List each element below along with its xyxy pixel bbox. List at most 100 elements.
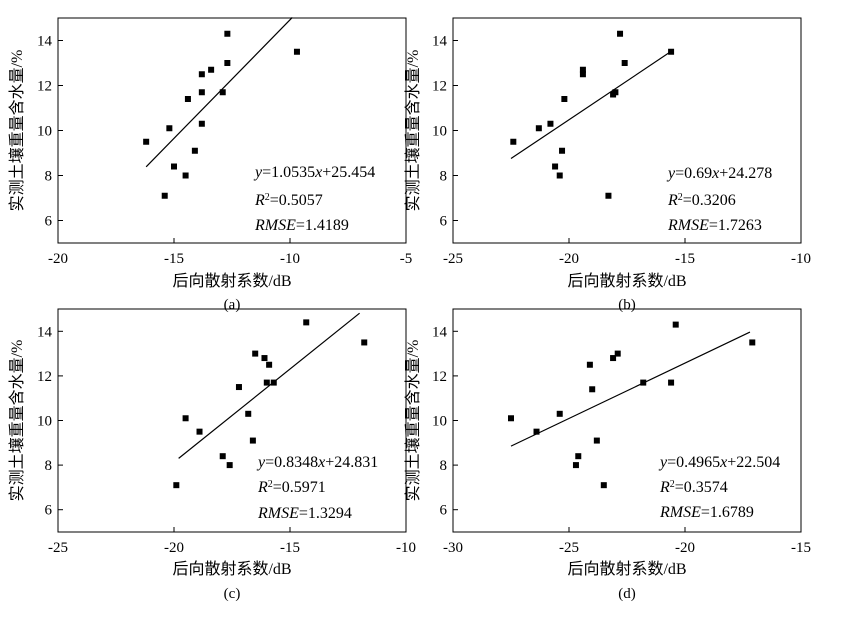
rmse-value: =1.6789	[701, 504, 754, 521]
data-point	[361, 339, 368, 346]
data-point	[535, 125, 542, 132]
data-point	[586, 361, 593, 368]
data-point	[508, 415, 514, 422]
data-point	[184, 96, 191, 102]
data-point	[261, 355, 268, 362]
y-tick-label: 12	[37, 369, 52, 385]
r-squared-symbol: R	[257, 479, 268, 496]
y-tick-label: 6	[440, 503, 448, 519]
x-tick-label: -15	[675, 251, 695, 267]
data-point	[198, 89, 205, 96]
data-point	[270, 379, 277, 386]
scatter-panel-b: -25 -20 -15 -10 6 8 10 12 14 后向散射系数/dB 实测土壤重量含水量/%…	[403, 17, 811, 313]
y-tick-label: 8	[45, 169, 53, 185]
equation-slope: =1.0535	[262, 164, 315, 181]
equation-intercept: +22.504	[727, 454, 780, 471]
data-point	[672, 321, 679, 328]
y-tick-label: 12	[432, 369, 447, 385]
y-tick-label: 10	[37, 124, 52, 140]
data-point	[166, 125, 173, 132]
rmse-symbol: RMSE	[659, 504, 701, 521]
x-tick-label: -15	[164, 251, 184, 267]
x-tick-label: -10	[396, 540, 416, 556]
regression-equation: y=1.0535x+25.454	[253, 164, 375, 181]
r-squared-value: =0.5057	[270, 192, 323, 209]
data-point	[575, 453, 582, 460]
regression-line	[510, 331, 751, 447]
equation-y-var: y	[256, 454, 266, 471]
regression-equation: y=0.69x+24.278	[666, 165, 772, 182]
plot-frame	[452, 17, 802, 244]
data-point	[556, 172, 563, 179]
data-point	[219, 453, 226, 460]
panel-label: (a)	[224, 297, 241, 313]
data-point	[589, 386, 596, 393]
scatter-panel-c: -25 -20 -15 -10 6 8 10 12 14 后向散射系数/dB 实测土壤重量含水量/%…	[7, 308, 416, 602]
data-point	[143, 138, 150, 145]
x-axis-title: 后向散射系数/dB	[567, 560, 686, 578]
data-point	[245, 410, 252, 417]
x-tick-label: -15	[280, 540, 300, 556]
plot-frame	[452, 308, 802, 533]
data-point	[621, 60, 628, 66]
r-squared-superscript: 2	[678, 192, 683, 203]
data-point	[198, 71, 205, 78]
data-point	[226, 462, 233, 469]
y-axis-title: 实测土壤重量含水量/%	[7, 50, 26, 212]
data-point	[559, 147, 566, 154]
y-tick-label: 6	[440, 214, 448, 230]
rmse-symbol: RMSE	[257, 505, 299, 522]
data-point	[224, 60, 231, 66]
data-point	[547, 120, 554, 127]
x-tick-label: -20	[675, 540, 695, 556]
data-point	[196, 428, 203, 435]
x-tick-label: -20	[48, 251, 68, 267]
y-tick-label: 14	[432, 324, 448, 340]
data-point	[161, 192, 168, 199]
y-tick-label: 14	[37, 324, 53, 340]
scatter-panel-a: -20 -15 -10 -5 6 8 10 12 14 后向散射系数/dB 实测土壤重量含水量/% (…	[7, 17, 412, 313]
data-point	[668, 379, 675, 386]
y-tick-label: 8	[45, 458, 53, 474]
y-tick-label: 14	[432, 34, 448, 50]
x-tick-label: -5	[400, 251, 413, 267]
data-point	[579, 66, 586, 73]
data-point	[182, 172, 189, 179]
x-tick-label: -10	[791, 251, 811, 267]
x-tick-label: -25	[48, 540, 68, 556]
data-point	[182, 415, 189, 422]
data-point	[208, 66, 215, 73]
data-point	[198, 120, 205, 127]
data-point	[614, 350, 621, 357]
r-squared-label: R2=0.5057	[254, 192, 323, 210]
r-squared-symbol: R	[254, 192, 265, 209]
data-point	[266, 361, 273, 368]
data-point	[640, 379, 647, 386]
rmse-value: =1.4189	[296, 217, 349, 234]
x-tick-label: -20	[559, 251, 579, 267]
y-tick-label: 10	[37, 414, 52, 430]
data-point	[510, 138, 517, 145]
regression-line	[510, 50, 672, 160]
equation-x-var: x	[719, 454, 727, 471]
data-point	[249, 437, 256, 444]
data-point	[617, 30, 624, 37]
data-point	[173, 482, 180, 489]
y-tick-label: 14	[37, 34, 53, 50]
r-squared-superscript: 2	[670, 479, 675, 490]
data-point	[605, 192, 612, 199]
x-tick-label: -25	[559, 540, 579, 556]
data-point	[749, 339, 756, 346]
plot-frame	[57, 17, 407, 244]
equation-x-var: x	[314, 164, 322, 181]
r-squared-value: =0.5971	[273, 479, 326, 496]
y-tick-label: 6	[45, 214, 53, 230]
data-point	[556, 410, 563, 417]
r-squared-label: R2=0.5971	[257, 479, 326, 497]
equation-y-var: y	[658, 454, 668, 471]
rmse-symbol: RMSE	[254, 217, 296, 234]
y-tick-label: 10	[432, 124, 447, 140]
x-tick-label: -30	[443, 540, 463, 556]
equation-intercept: +25.454	[322, 164, 375, 181]
y-tick-label: 10	[432, 414, 447, 430]
